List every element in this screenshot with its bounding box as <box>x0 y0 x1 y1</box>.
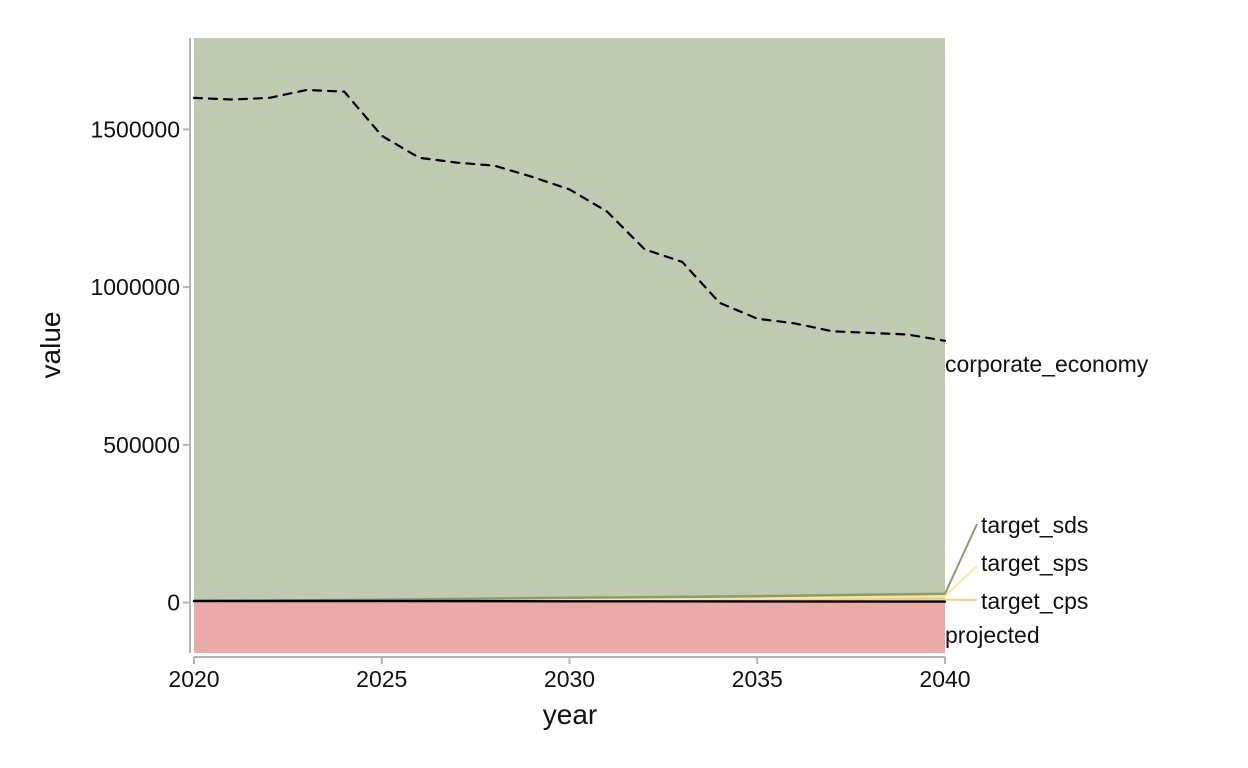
series-label-target-sps: target_sps <box>981 550 1088 576</box>
green-band <box>194 38 945 603</box>
x-axis: 2020 2025 2030 2035 2040 <box>168 656 971 692</box>
y-axis: 0 500000 1000000 1500000 <box>90 38 191 653</box>
x-tick-label: 2025 <box>356 666 407 692</box>
series-label-target-sds: target_sds <box>981 512 1088 538</box>
x-tick-label: 2040 <box>919 666 970 692</box>
plot-lines <box>192 88 947 603</box>
y-tick-label: 1000000 <box>90 274 180 300</box>
y-axis-title: value <box>35 312 66 379</box>
x-tick-label: 2030 <box>544 666 595 692</box>
x-tick-label: 2035 <box>732 666 783 692</box>
series-line-projected <box>192 599 947 603</box>
series-line-corporate-economy <box>192 88 947 342</box>
x-axis-title: year <box>543 699 597 730</box>
series-label-projected: projected <box>945 622 1040 648</box>
x-tick-label: 2020 <box>168 666 219 692</box>
series-label-corporate-economy: corporate_economy <box>945 351 1149 377</box>
y-tick-label: 0 <box>167 590 180 616</box>
plot-bands <box>194 38 945 653</box>
red-band <box>194 602 945 653</box>
y-tick-label: 500000 <box>103 432 180 458</box>
series-label-target-cps: target_cps <box>981 588 1088 614</box>
label-connector-target-sds <box>944 523 978 595</box>
label-connector-target-sps <box>944 565 978 597</box>
y-tick-label: 1500000 <box>90 116 180 142</box>
series-end-labels: corporate_economy target_sds target_spstar… <box>944 351 1149 648</box>
